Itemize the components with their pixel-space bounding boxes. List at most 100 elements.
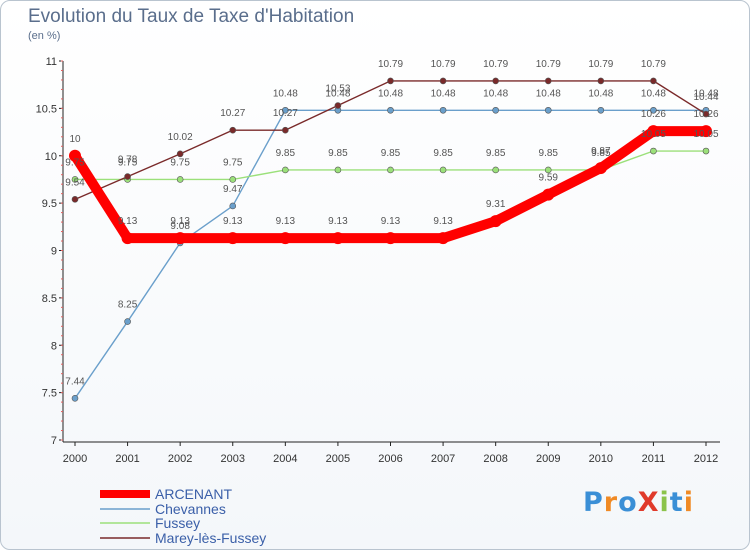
data-label: 10.53 bbox=[325, 84, 350, 95]
x-tick-label: 2007 bbox=[431, 453, 455, 465]
x-tick-label: 2003 bbox=[221, 453, 245, 465]
x-tick-label: 2006 bbox=[378, 453, 402, 465]
data-label: 10.27 bbox=[273, 108, 298, 119]
data-point bbox=[492, 106, 499, 114]
y-tick-label: 8.5 bbox=[42, 293, 57, 305]
data-label: 9.75 bbox=[223, 157, 243, 168]
data-point bbox=[650, 77, 657, 85]
data-label: 9.13 bbox=[276, 216, 296, 227]
data-label: 10.48 bbox=[483, 88, 508, 99]
data-point bbox=[597, 106, 605, 114]
data-point bbox=[439, 77, 447, 85]
data-label: 10.79 bbox=[483, 59, 508, 70]
data-label: 9.75 bbox=[65, 157, 85, 168]
data-point bbox=[69, 149, 81, 162]
chart-title: Evolution du Taux de Taxe d'Habitation bbox=[28, 6, 355, 27]
data-label: 10.79 bbox=[536, 59, 561, 70]
data-point bbox=[282, 166, 289, 174]
data-label: 10.26 bbox=[693, 109, 718, 120]
data-point bbox=[282, 106, 289, 114]
legend-label: ARCENANT bbox=[155, 486, 232, 502]
data-label: 9.54 bbox=[65, 177, 85, 188]
data-label: 9.31 bbox=[486, 199, 506, 210]
data-point bbox=[384, 232, 397, 245]
data-point bbox=[702, 147, 710, 155]
data-label: 10.79 bbox=[588, 59, 613, 70]
x-tick-label: 2011 bbox=[642, 453, 666, 465]
data-point bbox=[650, 147, 657, 155]
y-tick-label: 10.5 bbox=[36, 103, 57, 115]
y-tick-label: 10 bbox=[45, 151, 57, 163]
data-point bbox=[387, 106, 394, 114]
data-point bbox=[439, 166, 447, 174]
data-label: 10.48 bbox=[273, 88, 298, 99]
data-point bbox=[489, 215, 502, 228]
data-point bbox=[176, 150, 184, 158]
data-point bbox=[492, 166, 499, 174]
legend-label: Fussey bbox=[155, 515, 200, 531]
data-point bbox=[331, 232, 344, 245]
data-point bbox=[544, 77, 552, 85]
data-label: 10.27 bbox=[220, 108, 245, 119]
data-point bbox=[226, 232, 239, 245]
data-point bbox=[71, 395, 79, 402]
data-label: 10.48 bbox=[536, 88, 561, 99]
legend-label: Marey-lès-Fussey bbox=[155, 530, 266, 546]
data-label: 9.85 bbox=[539, 148, 559, 159]
y-tick-label: 11 bbox=[46, 56, 57, 68]
proxiti-logo: ProXiti bbox=[583, 487, 694, 518]
x-tick-label: 2012 bbox=[694, 453, 718, 465]
data-label: 7.44 bbox=[65, 376, 85, 387]
y-tick-label: 8 bbox=[51, 340, 57, 352]
data-label: 10.48 bbox=[378, 88, 403, 99]
data-label: 9.75 bbox=[118, 157, 138, 168]
data-label: 10.48 bbox=[431, 88, 456, 99]
data-point bbox=[492, 77, 499, 85]
x-tick-label: 2008 bbox=[483, 453, 507, 465]
data-label: 10.79 bbox=[641, 59, 666, 70]
data-label: 9.08 bbox=[170, 221, 190, 232]
data-label: 10.05 bbox=[693, 129, 718, 140]
data-label: 10.05 bbox=[641, 129, 666, 140]
data-point bbox=[387, 77, 394, 85]
data-point bbox=[650, 106, 657, 114]
data-point bbox=[229, 202, 237, 210]
data-point bbox=[71, 176, 79, 183]
data-label: 9.85 bbox=[381, 148, 401, 159]
data-label: 9.85 bbox=[276, 148, 296, 159]
data-point bbox=[542, 188, 555, 201]
data-label: 9.47 bbox=[223, 184, 243, 195]
chart-subtitle: (en %) bbox=[28, 30, 61, 42]
data-label: 8.25 bbox=[118, 300, 138, 311]
data-label: 10.26 bbox=[641, 109, 666, 120]
data-label: 10.44 bbox=[693, 92, 718, 103]
data-point bbox=[594, 162, 607, 175]
data-point bbox=[334, 102, 342, 109]
data-point bbox=[71, 196, 79, 203]
data-label: 9.87 bbox=[591, 146, 611, 157]
data-point bbox=[124, 173, 131, 180]
data-point bbox=[282, 126, 289, 134]
data-label: 9.13 bbox=[170, 216, 190, 227]
data-label: 10.48 bbox=[325, 88, 350, 99]
y-tick-label: 7 bbox=[51, 435, 57, 447]
data-label: 9.85 bbox=[433, 148, 453, 159]
x-tick-label: 2001 bbox=[115, 453, 139, 465]
x-tick-label: 2004 bbox=[273, 453, 297, 465]
data-label: 9.85 bbox=[486, 148, 506, 159]
data-label: 9.13 bbox=[328, 216, 348, 227]
data-point bbox=[229, 176, 237, 183]
y-tick-label: 7.5 bbox=[42, 388, 57, 400]
y-tick-label: 9.5 bbox=[42, 198, 57, 210]
data-label: 10.79 bbox=[378, 59, 403, 70]
data-point bbox=[279, 232, 292, 245]
data-point bbox=[229, 126, 237, 134]
data-label: 9.85 bbox=[328, 148, 348, 159]
x-tick-label: 2000 bbox=[63, 453, 87, 465]
x-tick-label: 2005 bbox=[326, 453, 350, 465]
data-point bbox=[700, 125, 712, 138]
data-point bbox=[387, 166, 394, 174]
data-point bbox=[437, 232, 450, 245]
data-label: 9.13 bbox=[118, 216, 138, 227]
